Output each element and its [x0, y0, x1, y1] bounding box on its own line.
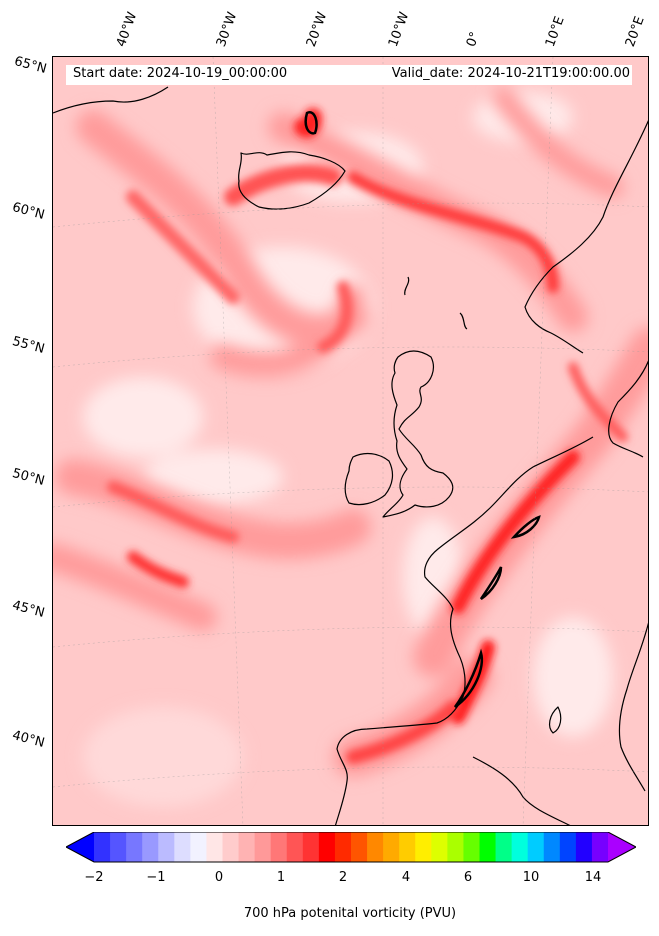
colorbar-outline — [66, 832, 636, 863]
greenland-coast — [53, 86, 169, 114]
colorbar-segment — [591, 832, 609, 862]
graticule — [53, 57, 648, 825]
map-panel — [52, 56, 649, 826]
mediterranean-coast — [472, 756, 571, 825]
baltic-coast — [608, 360, 648, 458]
colorbar-segment — [222, 832, 240, 862]
colorbar-segment — [126, 832, 143, 862]
valid-date-label: Valid_date: 2024-10-21T19:00:00.00 — [391, 66, 630, 81]
colorbar-tick-label: 0 — [214, 870, 224, 885]
colorbar-tick-label: 4 — [401, 870, 411, 885]
iceland — [237, 151, 346, 210]
colorbar-segment — [431, 832, 448, 862]
shetland — [459, 312, 468, 330]
colorbar-segment — [142, 832, 159, 862]
colorbar-tick-label: 6 — [463, 870, 473, 885]
colorbar-segment — [334, 832, 352, 862]
colorbar-extend-max — [608, 832, 636, 862]
lon-label-40w: 40°W — [113, 10, 141, 49]
colorbar-segment — [367, 832, 384, 862]
colorbar-tick-label: −2 — [84, 870, 104, 885]
lat-label-60n: 60°N — [10, 200, 47, 223]
colorbar-segment — [559, 832, 577, 862]
faroe-islands — [404, 276, 410, 296]
colorbar-segment — [190, 832, 207, 862]
high-pv-bands — [107, 108, 628, 764]
lon-label-30w: 30°W — [213, 10, 241, 49]
colorbar-segment — [110, 832, 127, 862]
lat-label-55n: 55°N — [10, 334, 47, 357]
colorbar-tick-label: −1 — [146, 870, 166, 885]
start-date-label: Start date: 2024-10-19_00:00:00 — [73, 66, 288, 81]
lon-label-20w: 20°W — [303, 10, 331, 49]
lon-label-20e: 20°E — [622, 14, 648, 50]
balearic-island — [548, 706, 562, 734]
colorbar-segment — [254, 832, 272, 862]
colorbar-segment — [158, 832, 175, 862]
colorbar-segment — [351, 832, 368, 862]
lat-label-45n: 45°N — [10, 598, 47, 621]
colorbar-tick-label: 14 — [584, 870, 602, 885]
lat-label-65n: 65°N — [12, 54, 49, 77]
colorbar-tick-label: 2 — [338, 870, 348, 885]
colorbar-segment — [527, 832, 545, 862]
colorbar-segment — [383, 832, 400, 862]
lat-label-50n: 50°N — [10, 466, 47, 489]
colorbar-segment — [238, 832, 256, 862]
colorbar-segment — [286, 832, 304, 862]
ireland — [344, 452, 394, 506]
europe-atlantic-coast — [334, 436, 594, 825]
lon-label-0: 0° — [463, 29, 484, 49]
colorbar — [66, 832, 636, 863]
scandinavia-coast — [524, 120, 648, 354]
lon-label-10e: 10°E — [542, 14, 568, 50]
colorbar-tick-label: 1 — [276, 870, 286, 885]
colorbar-segment — [206, 832, 223, 862]
colorbar-segment — [270, 832, 288, 862]
colorbar-segment — [94, 832, 111, 862]
italy-coast — [618, 622, 648, 792]
colorbar-segment — [543, 832, 561, 862]
colorbar-extend-min — [66, 832, 94, 862]
lon-label-10w: 10°W — [385, 10, 413, 49]
colorbar-segments — [66, 832, 636, 862]
colorbar-segment — [399, 832, 416, 862]
colorbar-segment — [495, 832, 513, 862]
colorbar-segment — [415, 832, 432, 862]
info-box — [66, 65, 632, 85]
colorbar-segment — [174, 832, 191, 862]
colorbar-title: 700 hPa potenital vorticity (PVU) — [243, 906, 457, 921]
colorbar-segment — [511, 832, 529, 862]
colorbar-segment — [302, 832, 320, 862]
lat-label-40n: 40°N — [10, 728, 47, 751]
pv-field-map — [53, 57, 648, 825]
great-britain — [382, 350, 454, 518]
colorbar-segment — [318, 832, 336, 862]
colorbar-segment — [479, 832, 497, 862]
colorbar-segment — [447, 832, 464, 862]
colorbar-segment — [463, 832, 480, 862]
colorbar-tick-label: 10 — [522, 870, 540, 885]
colorbar-segment — [575, 832, 593, 862]
coastlines — [53, 86, 648, 825]
